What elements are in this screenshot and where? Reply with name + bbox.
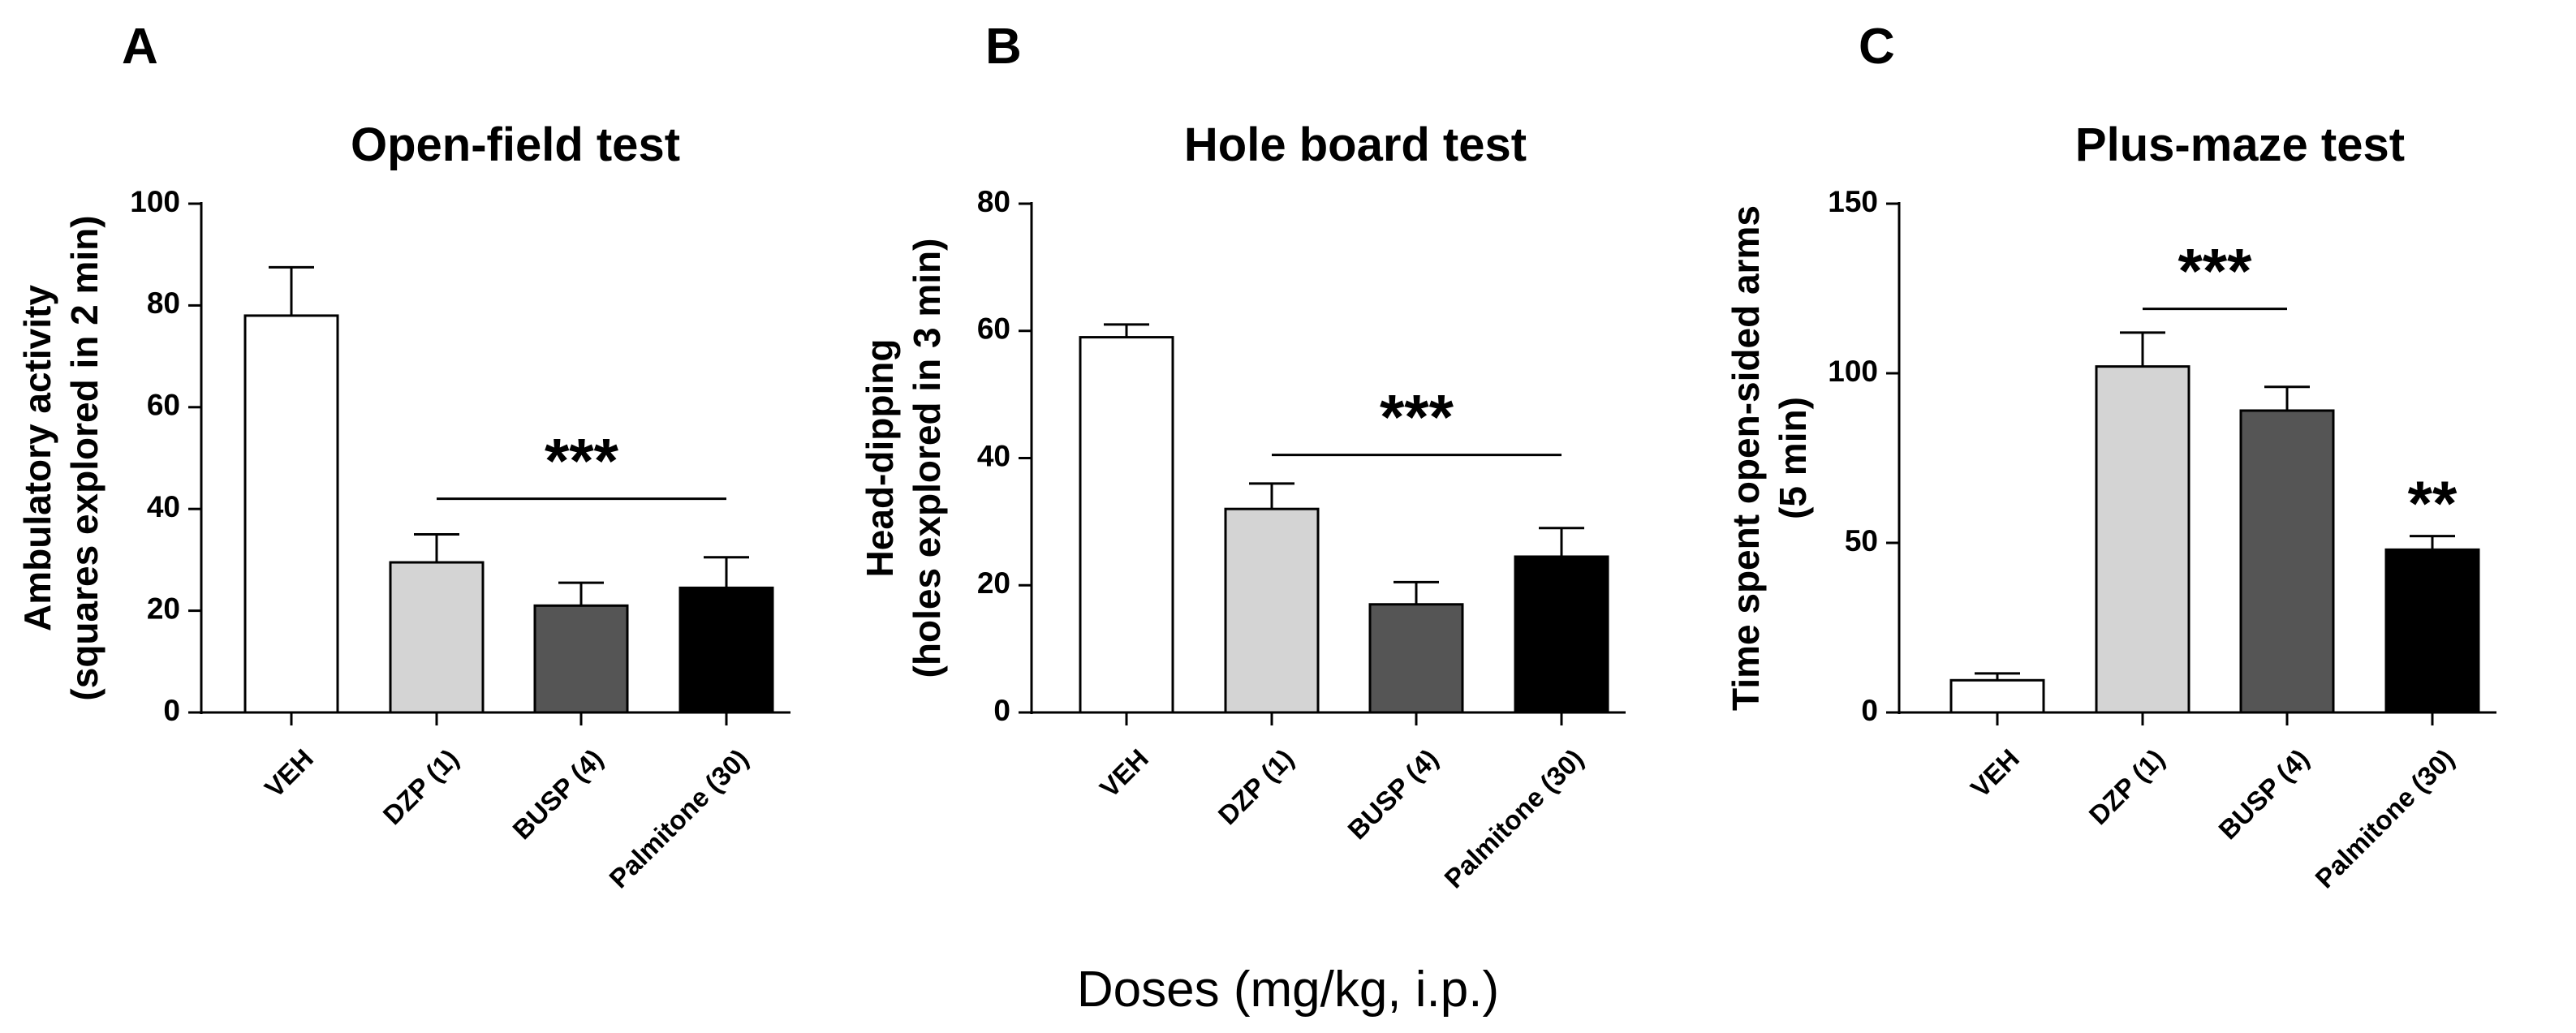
common-x-axis-label: Doses (mg/kg, i.p.) xyxy=(1077,962,1499,1018)
bar xyxy=(1368,603,1464,714)
bar xyxy=(1514,555,1609,714)
y-tick-label: 150 xyxy=(1828,185,1878,218)
y-tick-label: 0 xyxy=(1861,694,1878,727)
y-axis-label: Time spent open-sided arms xyxy=(1725,205,1767,711)
significance-label: ** xyxy=(2408,467,2458,539)
panel-letter: C xyxy=(1859,19,1895,75)
y-tick-label: 100 xyxy=(1828,355,1878,388)
x-category-label: BUSP (4) xyxy=(2212,743,2315,846)
bar xyxy=(2239,409,2335,714)
y-axis-label: (holes explored in 3 min) xyxy=(906,239,948,678)
panel-a: A Open-field test Ambulatory activity (squa… xyxy=(16,19,790,893)
y-tick-label: 50 xyxy=(1845,524,1878,557)
bar xyxy=(2095,365,2190,714)
x-category-label: Palmitone (30) xyxy=(2309,743,2460,894)
x-category-label: VEH xyxy=(1094,743,1154,803)
y-tick-label: 60 xyxy=(977,312,1010,346)
significance-label: *** xyxy=(2178,235,2252,307)
y-tick-label: 40 xyxy=(977,439,1010,472)
chart-title: Hole board test xyxy=(1184,118,1527,171)
x-category-label: BUSP (4) xyxy=(1342,743,1444,846)
panel-letter: A xyxy=(122,19,158,75)
bar xyxy=(678,586,774,714)
y-tick-label: 20 xyxy=(977,566,1010,600)
y-axis-label: Ambulatory activity xyxy=(16,285,58,631)
chart-title: Plus-maze test xyxy=(2075,118,2405,171)
bar xyxy=(1949,678,2045,714)
significance-label: *** xyxy=(545,425,619,497)
y-tick-label: 60 xyxy=(147,389,180,422)
panel-b: B Hole board test Head-dipping (holes explo… xyxy=(859,19,1626,893)
x-category-label: Palmitone (30) xyxy=(603,743,754,894)
y-tick-label: 0 xyxy=(163,694,180,727)
x-category-label: DZP (1) xyxy=(377,743,464,830)
bar xyxy=(243,314,339,714)
bar xyxy=(1079,336,1174,714)
y-tick-label: 0 xyxy=(993,694,1010,727)
x-category-label: VEH xyxy=(259,743,319,803)
x-category-label: DZP (1) xyxy=(1213,743,1299,830)
bar xyxy=(1224,507,1320,714)
y-tick-label: 80 xyxy=(147,286,180,320)
chart-title: Open-field test xyxy=(351,118,680,171)
y-tick-label: 40 xyxy=(147,490,180,523)
bar xyxy=(2384,548,2480,714)
y-tick-label: 20 xyxy=(147,592,180,625)
significance-label: *** xyxy=(1380,381,1454,453)
panel-letter: B xyxy=(985,19,1022,75)
y-tick-label: 80 xyxy=(977,185,1010,218)
x-category-label: DZP (1) xyxy=(2083,743,2170,830)
y-axis-label: (5 min) xyxy=(1772,397,1814,519)
bar xyxy=(533,604,629,714)
x-category-label: VEH xyxy=(1965,743,2025,803)
panel-c: C Plus-maze test Time spent open-sided arm… xyxy=(1725,19,2496,893)
y-tick-label: 100 xyxy=(130,185,180,218)
x-category-label: Palmitone (30) xyxy=(1438,743,1589,894)
y-axis-label: (squares explored in 2 min) xyxy=(63,215,106,700)
y-axis-label: Head-dipping xyxy=(859,339,901,578)
x-category-label: BUSP (4) xyxy=(506,743,609,846)
bar xyxy=(389,561,485,714)
